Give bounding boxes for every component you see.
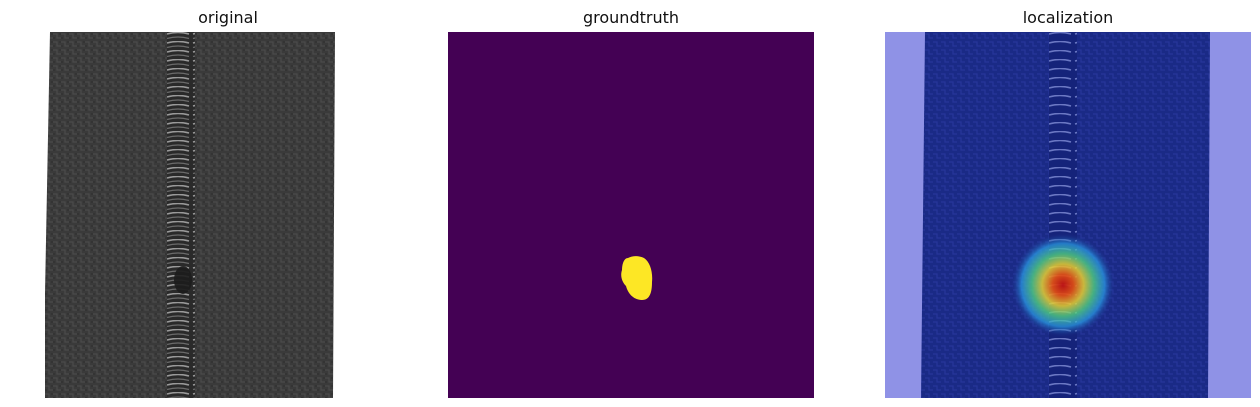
localization-panel: localization [885,0,1251,407]
zipper-teeth [167,32,195,398]
original-panel: original [45,0,411,407]
original-title: original [45,8,411,27]
defect-spot [174,266,192,294]
mask-background [448,32,814,398]
groundtruth-mask [448,32,814,398]
localization-heatmap [885,32,1251,398]
heatmap-teeth [1049,32,1077,398]
original-image [45,32,411,398]
groundtruth-title: groundtruth [448,8,814,27]
anomaly-hotspot [1011,233,1115,337]
localization-title: localization [885,8,1251,27]
groundtruth-panel: groundtruth [448,0,814,407]
